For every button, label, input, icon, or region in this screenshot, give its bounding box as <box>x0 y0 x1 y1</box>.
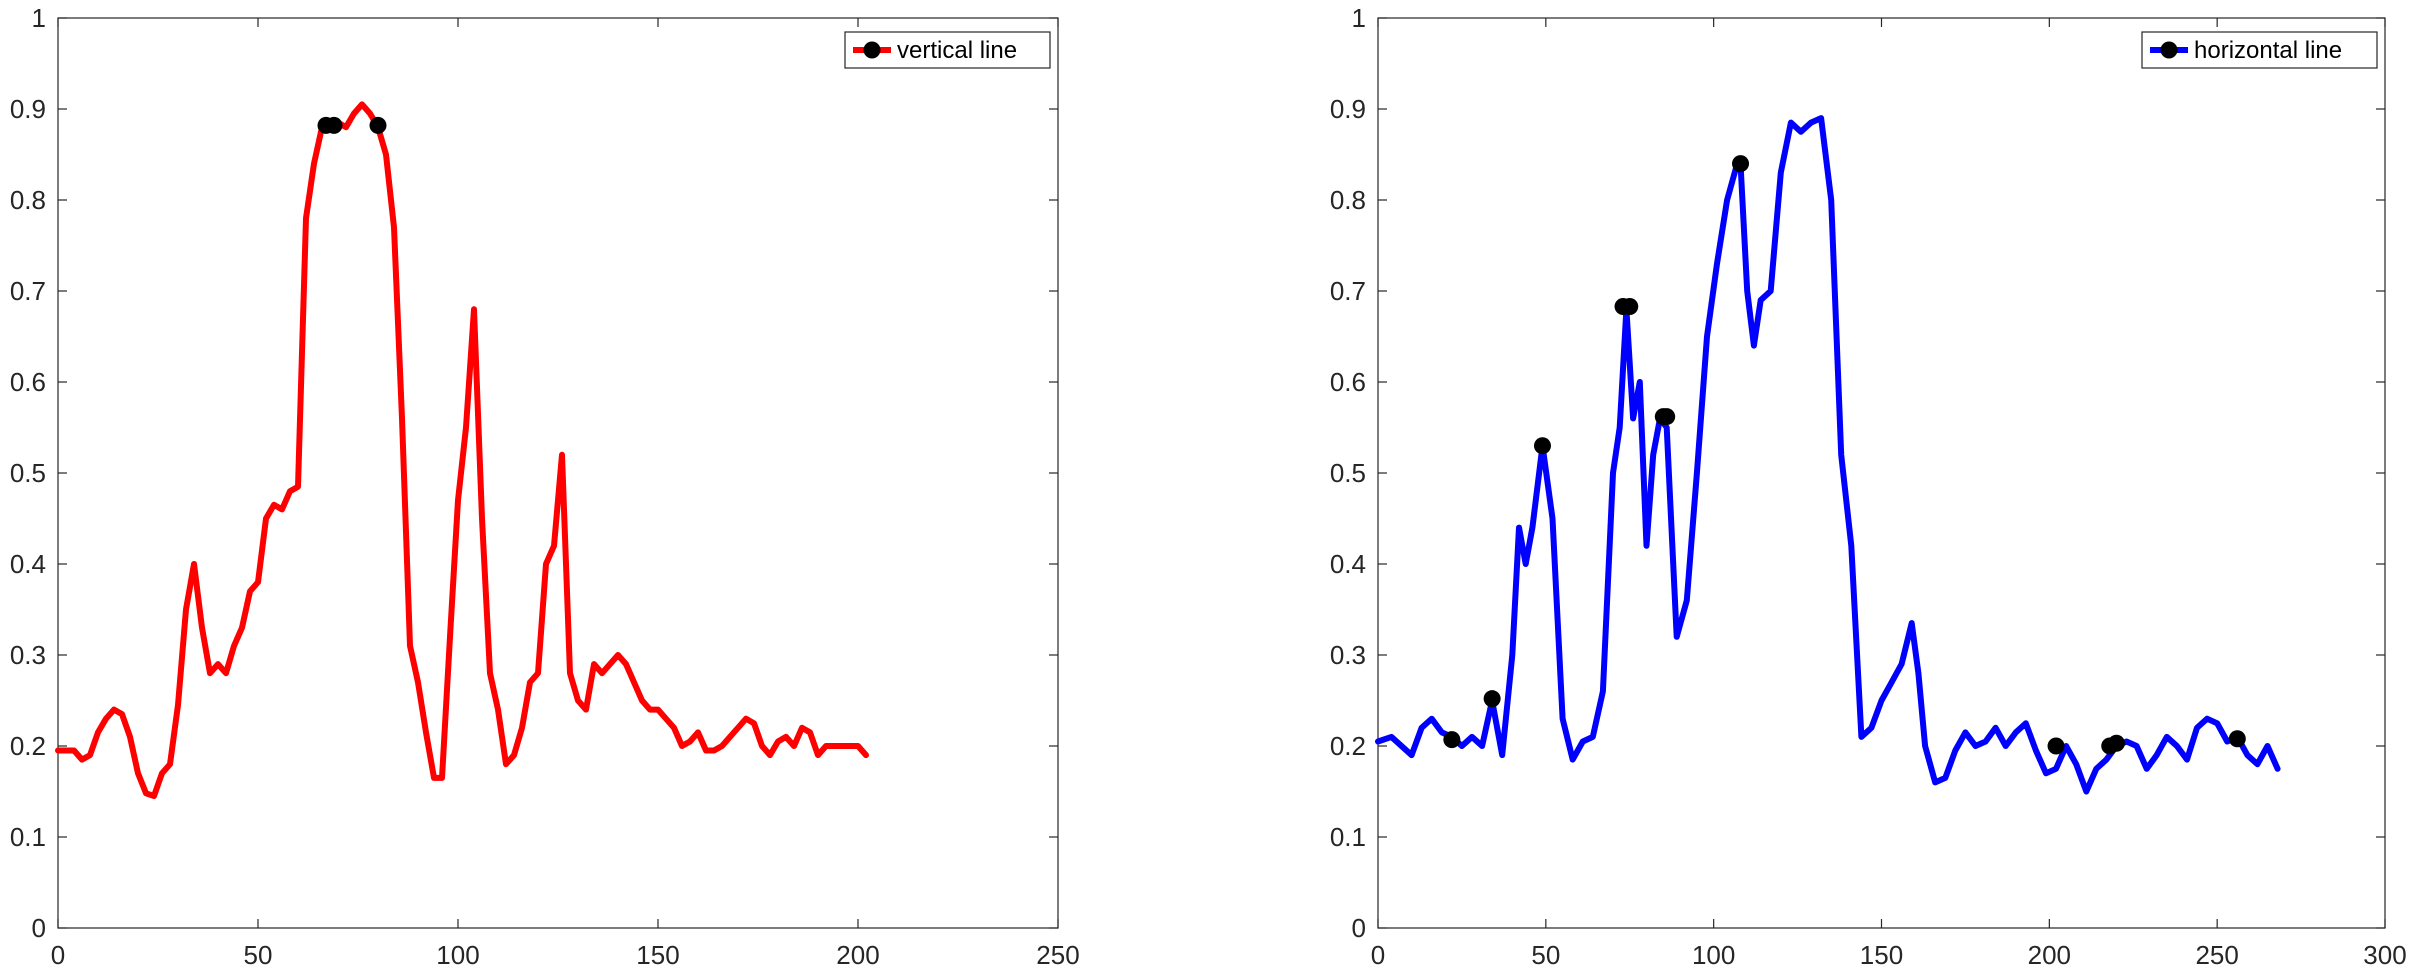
x-tick-label: 50 <box>1531 940 1560 970</box>
peak-marker <box>1533 437 1551 455</box>
peak-marker <box>2228 730 2246 748</box>
y-tick-label: 0.1 <box>1330 822 1366 852</box>
peak-marker <box>2047 737 2065 755</box>
legend-box <box>844 31 1051 69</box>
y-tick-label: 0.7 <box>1330 276 1366 306</box>
chart-vertical-line: 0 50 100 150 200 250 0 0.1 0.2 0.3 0.4 0.5 0.6 0.7 0.8… <box>10 3 1080 970</box>
y-tick-label: 1 <box>1352 3 1366 33</box>
x-tick-label: 250 <box>1036 940 1079 970</box>
legend: horizontal line <box>2141 31 2378 69</box>
y-tick-label: 0 <box>1352 913 1366 943</box>
y-tick-label: 0.6 <box>10 367 46 397</box>
legend-marker-swatch <box>2160 41 2178 59</box>
y-tick-label: 0.2 <box>10 731 46 761</box>
series-line <box>55 101 869 799</box>
peak-marker <box>1443 731 1461 749</box>
x-tick-label: 100 <box>1692 940 1735 970</box>
peak-marker <box>1732 155 1750 173</box>
y-tick-label: 0.5 <box>10 458 46 488</box>
y-tick-label: 0.4 <box>1330 549 1366 579</box>
peak-marker <box>1658 408 1676 426</box>
peak-marker <box>2107 734 2125 752</box>
y-tick-label: 0.9 <box>10 94 46 124</box>
y-tick-label: 0.8 <box>1330 185 1366 215</box>
y-tick-label: 0 <box>32 913 46 943</box>
peak-marker <box>325 116 343 134</box>
y-tick-label: 0.6 <box>1330 367 1366 397</box>
x-tick-label: 200 <box>836 940 879 970</box>
x-tick-label: 100 <box>436 940 479 970</box>
x-tick-label: 150 <box>636 940 679 970</box>
peak-marker <box>1621 297 1639 315</box>
legend-label: horizontal line <box>2194 37 2342 64</box>
peak-marker <box>1483 690 1501 708</box>
legend: vertical line <box>844 31 1051 69</box>
x-tick-label: 50 <box>244 940 273 970</box>
y-tick-label: 0.4 <box>10 549 46 579</box>
legend-marker-swatch <box>863 41 881 59</box>
peak-marker <box>369 116 387 134</box>
y-tick-label: 0.3 <box>1330 640 1366 670</box>
y-tick-label: 0.3 <box>10 640 46 670</box>
x-tick-label: 0 <box>51 940 65 970</box>
y-tick-label: 0.5 <box>1330 458 1366 488</box>
x-tick-label: 200 <box>2028 940 2071 970</box>
axes-box <box>1377 17 2386 929</box>
x-tick-label: 0 <box>1371 940 1385 970</box>
y-tick-label: 0.1 <box>10 822 46 852</box>
y-tick-label: 0.7 <box>10 276 46 306</box>
x-tick-label: 150 <box>1860 940 1903 970</box>
y-tick-label: 0.9 <box>1330 94 1366 124</box>
y-tick-label: 0.8 <box>10 185 46 215</box>
y-tick-label: 0.2 <box>1330 731 1366 761</box>
chart-horizontal-line: 0 50 100 150 200 250 300 0 0.1 0.2 0.3 0.4 0.5 0.6 0.7… <box>1330 3 2407 970</box>
y-tick-label: 1 <box>32 3 46 33</box>
x-tick-label: 300 <box>2363 940 2406 970</box>
x-tick-label: 250 <box>2195 940 2238 970</box>
legend-label: vertical line <box>897 37 1017 64</box>
